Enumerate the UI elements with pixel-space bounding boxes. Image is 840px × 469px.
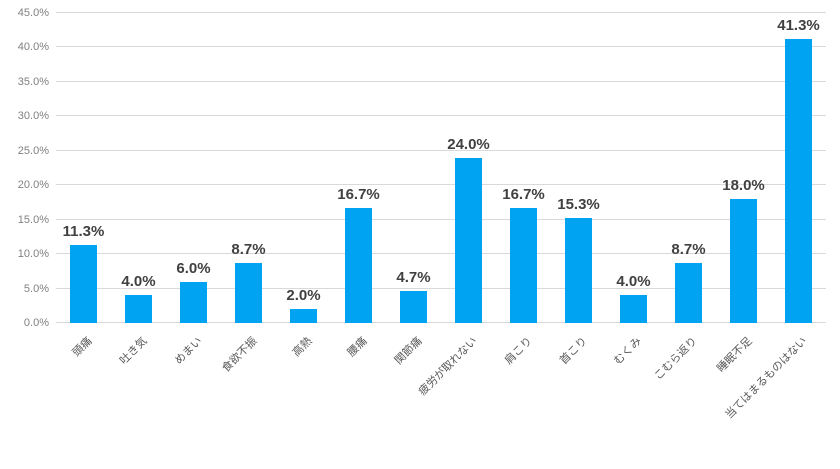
gridline	[56, 287, 826, 289]
bar-value-label: 15.3%	[557, 195, 600, 213]
bar-column: 18.0% 睡眠不足	[715, 13, 771, 375]
bar-value-label: 16.7%	[337, 185, 380, 203]
x-axis-label: 高熱	[290, 335, 315, 360]
bar-column: 4.0% 吐き気	[111, 13, 166, 366]
y-axis-tick-label: 40.0%	[17, 41, 49, 54]
bar-column: 8.7% こむら返り	[652, 13, 716, 382]
x-axis-label: 肩こり	[502, 335, 535, 367]
bar-column: 11.3% 頭痛	[56, 13, 111, 359]
gridline	[56, 80, 826, 82]
bar	[675, 263, 702, 323]
bar-value-label: 4.7%	[396, 268, 431, 286]
bar-column: 8.7% 食欲不振	[220, 13, 276, 375]
gridline	[56, 184, 826, 186]
y-axis-tick-label: 5.0%	[23, 282, 49, 295]
bar-value-label: 41.3%	[777, 16, 820, 34]
y-axis-tick-label: 0.0%	[23, 317, 49, 329]
bar-column: 24.0% 疲労が取れない	[416, 13, 496, 398]
gridline	[56, 12, 826, 13]
gridline	[56, 115, 826, 117]
bar-column: 15.3% 首こり	[551, 13, 606, 367]
gridline	[56, 253, 826, 255]
bar	[180, 281, 207, 323]
bar-column: 4.7% 関節痛	[386, 13, 441, 367]
gridline	[56, 46, 826, 48]
x-axis-label: 食欲不振	[219, 335, 260, 375]
x-axis-label: 腰痛	[345, 335, 370, 360]
bar-column: 2.0% 高熱	[276, 13, 331, 359]
bar-value-label: 24.0%	[447, 135, 490, 153]
bar-value-label: 18.0%	[722, 177, 765, 194]
bar	[730, 199, 757, 323]
bar	[565, 217, 592, 323]
bar	[345, 207, 372, 323]
x-axis-label: 首こり	[557, 335, 590, 367]
gridline	[56, 322, 826, 323]
bar-value-label: 6.0%	[176, 259, 211, 277]
y-axis-tick-label: 45.0%	[17, 7, 49, 19]
bar	[400, 290, 427, 323]
x-axis-label: むくみ	[611, 335, 645, 368]
y-axis-tick-label: 20.0%	[17, 179, 49, 192]
plot-area: 0.0% 5.0% 10.0% 15.0% 20.0% 25.0% 30.0% 35.0% 40…	[18, 7, 826, 422]
bar-value-label: 8.7%	[231, 241, 266, 259]
x-axis-label: 関節痛	[392, 335, 425, 367]
bar-column: 16.7% 腰痛	[331, 13, 386, 359]
bar-column: 6.0% めまい	[166, 13, 221, 367]
bar-value-label: 8.7%	[671, 241, 706, 259]
x-axis-label: こむら返り	[651, 335, 700, 383]
y-axis-tick-label: 30.0%	[17, 110, 49, 123]
y-axis-tick-label: 15.0%	[17, 213, 49, 226]
bar-column: 41.3% 当てはまるものはない	[723, 13, 826, 422]
bar-value-label: 11.3%	[62, 223, 105, 241]
bar	[290, 309, 317, 323]
bars-container: 11.3% 頭痛 4.0% 吐き気 6.0% めまい 8.7% 食欲不振 2.0% 高熱 16.7%…	[56, 13, 826, 422]
bar-value-label: 2.0%	[286, 287, 321, 305]
bar	[235, 263, 262, 323]
gridline	[56, 149, 826, 151]
bar-column: 16.7% 肩こり	[496, 13, 551, 367]
bar	[620, 295, 647, 323]
bar-column: 4.0% むくみ	[606, 13, 661, 367]
bar-value-label: 16.7%	[502, 185, 545, 203]
bar-value-label: 4.0%	[616, 273, 651, 291]
bar	[70, 245, 97, 323]
bar	[510, 207, 537, 323]
y-axis-tick-label: 10.0%	[17, 248, 49, 261]
y-axis-tick-label: 25.0%	[17, 144, 49, 157]
x-axis-label: 吐き気	[117, 335, 150, 367]
x-axis-label: 睡眠不足	[714, 335, 755, 375]
bar	[125, 295, 152, 323]
bar	[455, 157, 482, 323]
x-axis-label: めまい	[172, 335, 205, 367]
bar	[785, 38, 812, 323]
gridline	[56, 218, 826, 220]
bar-value-label: 4.0%	[121, 273, 156, 291]
y-axis-tick-label: 35.0%	[17, 75, 49, 88]
x-axis-label: 頭痛	[70, 335, 95, 360]
